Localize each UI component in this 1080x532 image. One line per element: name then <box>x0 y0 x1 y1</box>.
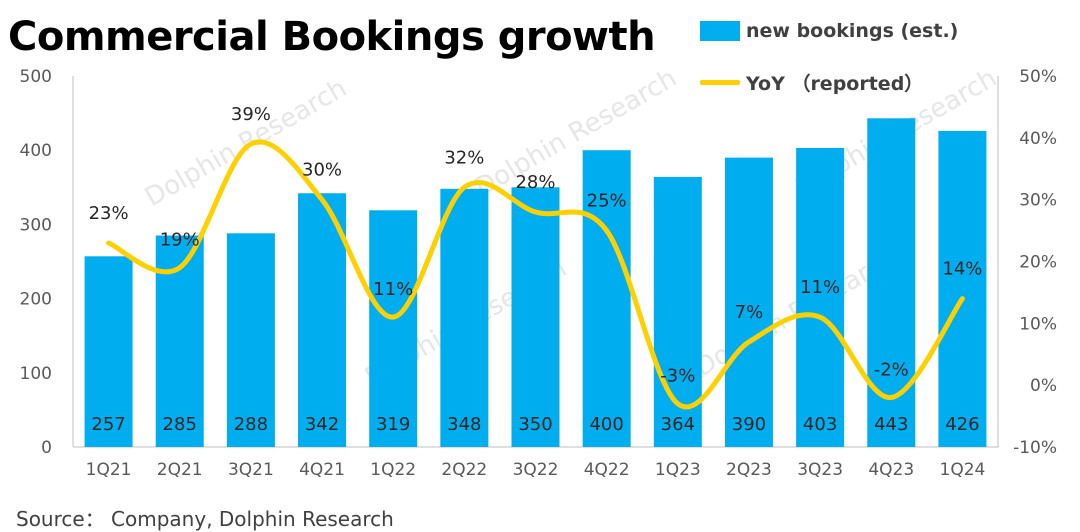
y-left-tick-label: 100 <box>20 364 52 384</box>
bar-value-label: 348 <box>447 414 481 435</box>
yoy-value-label: 23% <box>89 203 129 224</box>
y-left-tick-label: 0 <box>41 438 52 458</box>
legend-bar-label: new bookings (est.) <box>746 20 959 42</box>
y-left-tick-label: 300 <box>20 215 52 235</box>
bar-value-label: 257 <box>91 414 125 435</box>
y-right-tick-label: 50% <box>1019 67 1057 87</box>
bar <box>369 210 418 447</box>
watermark-text: Dolphin Research <box>140 73 352 213</box>
x-tick-label: 2Q23 <box>726 460 772 480</box>
bar <box>440 188 489 447</box>
bar <box>724 157 773 447</box>
yoy-value-label: 11% <box>373 279 413 300</box>
x-tick-label: 2Q21 <box>157 460 203 480</box>
bar-value-label: 390 <box>732 414 766 435</box>
bar <box>226 233 275 447</box>
watermark-text: Dolphin Research <box>470 63 682 203</box>
yoy-value-label: -2% <box>874 360 909 381</box>
yoy-value-label: -3% <box>660 366 695 387</box>
y-right-tick-label: 20% <box>1019 253 1057 273</box>
yoy-value-label: 7% <box>735 302 764 323</box>
bar-value-label: 342 <box>305 414 339 435</box>
y-right-tick-label: -10% <box>1013 438 1057 458</box>
chart-title: Commercial Bookings growth <box>8 14 656 60</box>
bar-value-label: 350 <box>518 414 552 435</box>
bar-value-label: 403 <box>803 414 837 435</box>
yoy-value-label: 11% <box>800 277 840 298</box>
yoy-value-label: 30% <box>302 160 342 181</box>
x-tick-label: 3Q23 <box>797 460 843 480</box>
bar <box>938 130 987 447</box>
yoy-value-label: 19% <box>160 230 200 251</box>
x-tick-label: 3Q21 <box>228 460 274 480</box>
bar <box>84 256 133 447</box>
x-tick-label: 1Q21 <box>86 460 132 480</box>
yoy-line <box>106 139 965 410</box>
yoy-value-label: 25% <box>587 191 627 212</box>
y-right-tick-label: 40% <box>1019 129 1057 149</box>
y-right-tick-label: 0% <box>1030 376 1057 396</box>
legend-line: YoY （reported） <box>700 69 923 96</box>
bar <box>511 187 560 448</box>
x-tick-label: 3Q22 <box>513 460 559 480</box>
x-tick-label: 4Q22 <box>584 460 630 480</box>
source-note: Source： Company, Dolphin Research <box>16 507 394 531</box>
bar-value-label: 426 <box>945 414 979 435</box>
bar-value-label: 364 <box>661 414 695 435</box>
bar-value-label: 443 <box>874 414 908 435</box>
bar-value-label: 319 <box>376 414 410 435</box>
y-left-tick-label: 200 <box>20 290 52 310</box>
bar <box>298 193 347 447</box>
yoy-value-label: 32% <box>444 147 484 168</box>
bar <box>796 147 845 447</box>
yoy-value-label: 39% <box>231 104 271 125</box>
yoy-value-label: 14% <box>942 259 982 280</box>
y-right-tick-label: 10% <box>1019 314 1057 334</box>
x-tick-label: 1Q23 <box>655 460 701 480</box>
bar-value-label: 288 <box>234 414 268 435</box>
bar-value-label: 400 <box>589 414 623 435</box>
bar <box>582 150 631 447</box>
x-tick-label: 4Q21 <box>299 460 345 480</box>
legend-line-swatch <box>700 80 740 85</box>
y-left-tick-label: 500 <box>20 67 52 87</box>
yoy-value-label: 28% <box>515 172 555 193</box>
legend-line-label: YoY （reported） <box>746 73 924 95</box>
bar-value-label: 285 <box>163 414 197 435</box>
x-tick-label: 4Q23 <box>868 460 914 480</box>
y-right-tick-label: 30% <box>1019 191 1057 211</box>
legend-bar-swatch <box>700 21 740 41</box>
x-tick-label: 2Q22 <box>441 460 487 480</box>
y-left-tick-label: 400 <box>20 141 52 161</box>
legend-bar: new bookings (est.) <box>700 20 958 42</box>
x-tick-label: 1Q24 <box>940 460 986 480</box>
x-tick-label: 1Q22 <box>370 460 416 480</box>
